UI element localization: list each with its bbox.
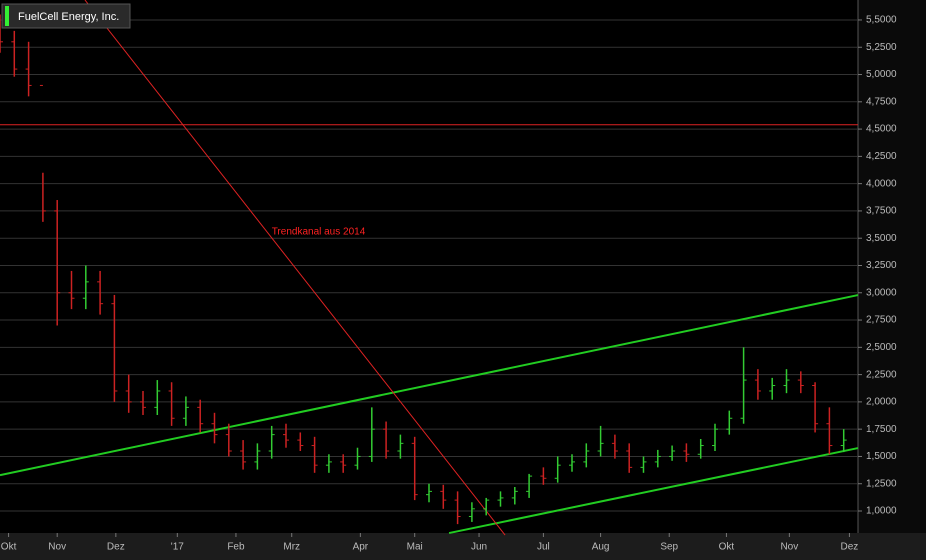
annotation: Trendkanal aus 2014 xyxy=(272,227,366,238)
y-tick-label: 5,5000 xyxy=(866,15,897,26)
y-tick-label: 3,7500 xyxy=(866,206,897,217)
x-tick-label: Aug xyxy=(592,542,610,553)
trend-line xyxy=(448,447,859,535)
x-tick-label: Jul xyxy=(537,542,550,553)
y-tick-label: 1,7500 xyxy=(866,424,897,435)
y-tick-label: 2,2500 xyxy=(866,369,897,380)
y-tick-label: 4,0000 xyxy=(866,178,897,189)
x-tick-label: Okt xyxy=(719,542,735,553)
x-tick-label: '17 xyxy=(171,542,184,553)
x-tick-label: Nov xyxy=(48,542,66,553)
y-tick-label: 3,2500 xyxy=(866,260,897,271)
x-tick-label: Sep xyxy=(660,542,678,553)
trend-line xyxy=(0,294,859,477)
y-tick-label: 1,5000 xyxy=(866,451,897,462)
x-tick-label: Jun xyxy=(471,542,487,553)
y-tick-label: 2,5000 xyxy=(866,342,897,353)
trend-line xyxy=(84,0,506,536)
title-box xyxy=(1,3,131,29)
y-tick-label: 4,2500 xyxy=(866,151,897,162)
y-tick-label: 4,7500 xyxy=(866,96,897,107)
y-tick-label: 4,5000 xyxy=(866,124,897,135)
x-tick-label: Okt xyxy=(1,542,17,553)
x-tick-label: Mai xyxy=(407,542,423,553)
x-tick-label: Feb xyxy=(227,542,245,553)
y-tick-label: 3,0000 xyxy=(866,287,897,298)
y-tick-label: 5,2500 xyxy=(866,42,897,53)
y-tick-label: 1,0000 xyxy=(866,506,897,517)
y-tick-label: 2,0000 xyxy=(866,397,897,408)
x-tick-label: Dez xyxy=(107,542,125,553)
y-tick-label: 2,7500 xyxy=(866,315,897,326)
x-tick-label: Nov xyxy=(780,542,798,553)
x-tick-label: Dez xyxy=(841,542,859,553)
x-axis-band xyxy=(0,533,926,560)
x-tick-label: Mrz xyxy=(283,542,300,553)
y-tick-label: 1,2500 xyxy=(866,478,897,489)
chart-title: FuelCell Energy, Inc. xyxy=(18,11,119,23)
title-marker xyxy=(5,6,9,26)
y-axis-band xyxy=(858,0,926,533)
x-tick-label: Apr xyxy=(353,542,369,553)
y-tick-label: 5,0000 xyxy=(866,69,897,80)
y-tick-label: 3,5000 xyxy=(866,233,897,244)
